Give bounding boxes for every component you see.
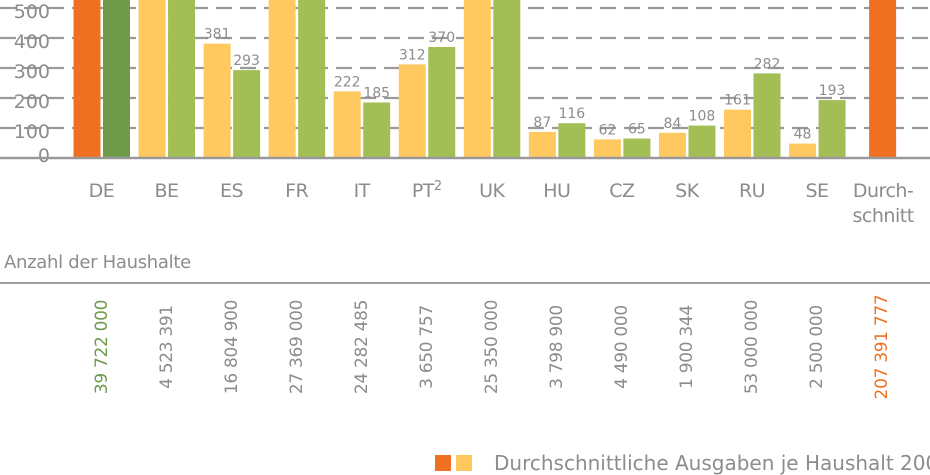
data-label: 222 — [334, 74, 361, 90]
bar-ru — [753, 73, 781, 158]
data-label: 185 — [363, 86, 390, 102]
household-count-hu: 3 798 900 — [546, 305, 567, 389]
household-count-uk: 25 350 000 — [481, 299, 502, 395]
y-tick-label: 300 — [14, 61, 50, 83]
household-count-durchschnitt: 207 391 777 — [872, 294, 893, 400]
bar-de — [103, 0, 130, 158]
y-tick-label: 100 — [14, 121, 50, 143]
bar-uk — [463, 0, 491, 158]
bar-it — [363, 102, 391, 158]
data-label: 108 — [689, 109, 716, 125]
bar-ru — [724, 109, 751, 158]
bar-fr — [298, 0, 326, 158]
bar-hu — [528, 131, 556, 158]
bar-hu — [558, 123, 586, 158]
y-tick-label: 400 — [14, 31, 50, 53]
data-label: 282 — [754, 56, 781, 72]
data-label: 370 — [428, 30, 455, 46]
legend: Durchschnittliche Ausgaben je Haushalt 2… — [435, 453, 930, 473]
x-tick-label: HU — [543, 180, 570, 202]
data-label: 48 — [794, 127, 812, 143]
data-label: 293 — [233, 53, 260, 69]
bar-it — [333, 91, 361, 158]
data-label: 312 — [399, 47, 426, 63]
household-count-de: 39 722 000 — [91, 299, 112, 395]
x-tick-label: UK — [479, 180, 505, 202]
x-tick-label: DE — [89, 180, 115, 202]
household-count-pt: 3 650 757 — [416, 305, 437, 389]
data-label: 62 — [598, 122, 616, 138]
x-tick-label: SE — [806, 180, 829, 202]
x-tick-label: BE — [155, 180, 179, 202]
y-tick-label: 200 — [14, 91, 50, 113]
bar-be — [138, 0, 166, 158]
bar-se — [818, 100, 846, 158]
legend-swatch-yellow — [456, 455, 472, 471]
data-label: 161 — [724, 93, 751, 109]
legend-swatch-orange — [435, 455, 451, 471]
bar-pt — [428, 47, 456, 158]
household-count-sk: 1 900 344 — [676, 305, 697, 389]
households-divider — [0, 282, 930, 284]
household-count-es: 16 804 900 — [221, 299, 242, 395]
household-count-se: 2 500 000 — [807, 305, 828, 389]
x-tick-label: FR — [285, 180, 308, 202]
household-count-cz: 4 490 000 — [611, 305, 632, 389]
data-label: 381 — [204, 27, 231, 43]
data-label: 193 — [819, 83, 846, 99]
data-label: 84 — [664, 116, 682, 132]
bar-sk — [658, 132, 686, 158]
data-label: 65 — [628, 122, 646, 138]
x-tick-label: Durch- — [853, 180, 913, 202]
bar-de — [73, 0, 101, 158]
data-label: 116 — [558, 106, 585, 122]
households-title: Anzahl der Haushalte — [4, 252, 191, 273]
y-tick-label: 500 — [14, 1, 50, 23]
bar-sk — [688, 125, 716, 158]
bar-pt — [398, 64, 426, 158]
household-count-it: 24 282 485 — [351, 299, 372, 395]
x-tick-label: CZ — [609, 180, 635, 202]
bar-se — [789, 143, 817, 158]
x-tick-label: schnitt — [853, 205, 914, 227]
household-count-ru: 53 000 000 — [742, 299, 762, 395]
bar-es — [233, 70, 261, 158]
data-label: 87 — [533, 115, 551, 131]
household-count-be: 4 523 391 — [156, 305, 177, 389]
legend-label: Durchschnittliche Ausgaben je Haushalt 2… — [494, 451, 930, 475]
bar-cz — [623, 138, 651, 158]
bar-uk — [493, 0, 521, 158]
x-tick-label: PT2 — [412, 179, 442, 202]
x-tick-label: IT — [354, 180, 371, 202]
x-tick-label: ES — [220, 180, 243, 202]
bar-cz — [593, 139, 621, 158]
bar-be — [168, 0, 196, 158]
bar-fr — [268, 0, 296, 158]
y-tick-label: 0 — [38, 145, 50, 167]
x-tick-label: SK — [675, 180, 700, 202]
x-tick-label: RU — [739, 180, 765, 202]
bar-durchschnitt — [869, 0, 897, 158]
household-count-fr: 27 369 000 — [286, 299, 307, 395]
bar-es — [203, 43, 231, 159]
